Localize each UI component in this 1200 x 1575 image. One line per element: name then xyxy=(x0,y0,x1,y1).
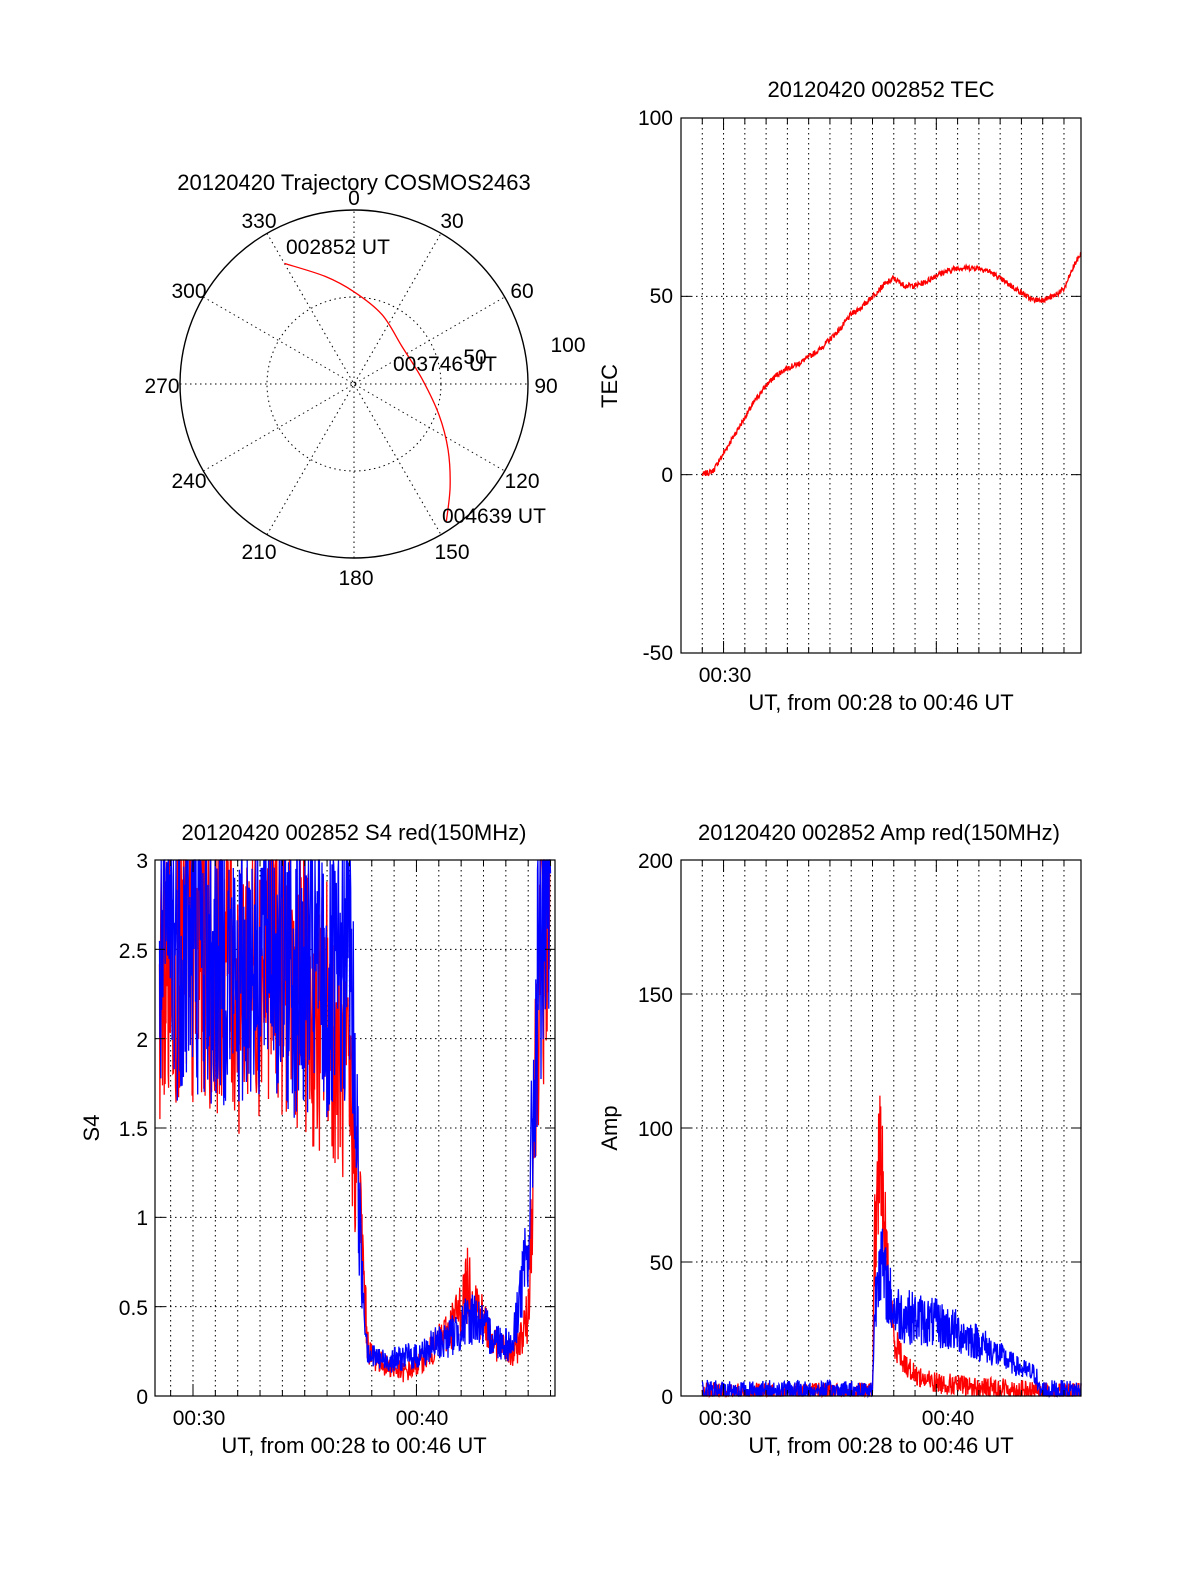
tec-axes-frame xyxy=(680,117,1082,654)
s4-tick-marks xyxy=(155,859,555,1397)
tec-xtick-0030: 00:30 xyxy=(699,664,752,687)
s4-ytick-2.5: 2.5 xyxy=(119,940,148,963)
angle-label-300: 300 xyxy=(171,280,206,303)
trajectory-polar-plot: 20120420 Trajectory COSMOS2463 0 30 60 9… xyxy=(144,170,585,590)
amp-ytick-50: 50 xyxy=(650,1252,673,1275)
tec-ytick-0: 0 xyxy=(661,464,673,487)
amp-xlabel: UT, from 00:28 to 00:46 UT xyxy=(748,1433,1013,1458)
s4-xlabel: UT, from 00:28 to 00:46 UT xyxy=(221,1433,486,1458)
trajectory-title: 20120420 Trajectory COSMOS2463 xyxy=(177,170,530,195)
polar-spoke-30 xyxy=(266,233,442,535)
radial-label-50: 50 xyxy=(463,346,486,369)
amp-title: 20120420 002852 Amp red(150MHz) xyxy=(698,820,1060,845)
amp-xtick-0040: 00:40 xyxy=(922,1407,975,1430)
amp-plot: 20120420 002852 Amp red(150MHz) 0 50 100… xyxy=(597,820,1082,1458)
angle-label-240: 240 xyxy=(171,470,206,493)
amp-ytick-0: 0 xyxy=(661,1386,673,1409)
s4-ytick-0.5: 0.5 xyxy=(119,1297,148,1320)
tec-ytick-neg50: -50 xyxy=(643,642,673,665)
angle-label-120: 120 xyxy=(504,470,539,493)
angle-label-30: 30 xyxy=(440,210,463,233)
tec-ylabel: TEC xyxy=(597,364,622,408)
amp-ytick-100: 100 xyxy=(638,1118,673,1141)
s4-ytick-0: 0 xyxy=(136,1386,148,1409)
tec-xlabel: UT, from 00:28 to 00:46 UT xyxy=(748,690,1013,715)
s4-xtick-0030: 00:30 xyxy=(173,1407,226,1430)
angle-label-90: 90 xyxy=(534,375,557,398)
s4-blue-series-line xyxy=(158,859,552,1373)
tec-grid xyxy=(681,118,1081,653)
trajectory-line xyxy=(284,262,451,522)
angle-label-150: 150 xyxy=(434,541,469,564)
angle-label-210: 210 xyxy=(241,541,276,564)
trajectory-end-time: 004639 UT xyxy=(442,505,546,528)
polar-grid xyxy=(179,209,529,559)
tec-tick-marks xyxy=(681,117,1081,654)
s4-xtick-0040: 00:40 xyxy=(396,1407,449,1430)
tec-title: 20120420 002852 TEC xyxy=(767,77,994,102)
tec-series-line xyxy=(701,252,1082,477)
s4-ytick-1: 1 xyxy=(136,1207,148,1230)
amp-ytick-200: 200 xyxy=(638,850,673,873)
polar-angle-labels: 0 30 60 90 120 150 180 210 240 270 300 3… xyxy=(144,187,557,590)
polar-spoke-150 xyxy=(266,233,442,535)
amp-tick-marks xyxy=(681,859,1081,1397)
polar-spoke-60 xyxy=(203,296,505,472)
tec-ytick-100: 100 xyxy=(638,107,673,130)
tec-plot: 20120420 002852 TEC -50 0 50 100 00:30 U… xyxy=(597,77,1082,715)
angle-label-60: 60 xyxy=(510,280,533,303)
polar-spoke-120 xyxy=(203,296,505,472)
s4-ytick-3: 3 xyxy=(136,850,148,873)
polar-inner-circle xyxy=(266,296,442,472)
amp-blue-series-line xyxy=(701,1228,1082,1399)
angle-label-0: 0 xyxy=(348,187,360,210)
trajectory-mid-time: 003746 UT xyxy=(393,353,497,376)
amp-ylabel: Amp xyxy=(597,1105,622,1150)
amp-xtick-0030: 00:30 xyxy=(699,1407,752,1430)
angle-label-270: 270 xyxy=(144,375,179,398)
s4-title: 20120420 002852 S4 red(150MHz) xyxy=(182,820,527,845)
s4-ylabel: S4 xyxy=(79,1115,104,1142)
tec-ytick-50: 50 xyxy=(650,285,673,308)
amp-ytick-150: 150 xyxy=(638,984,673,1007)
s4-plot: 20120420 002852 S4 red(150MHz) 0 0.5 1 1… xyxy=(79,820,556,1458)
amp-red-series-line xyxy=(701,1095,1082,1399)
radial-label-100: 100 xyxy=(550,334,585,357)
angle-label-330: 330 xyxy=(241,210,276,233)
angle-label-180: 180 xyxy=(338,567,373,590)
s4-ytick-1.5: 1.5 xyxy=(119,1118,148,1141)
trajectory-start-time: 002852 UT xyxy=(286,236,390,259)
s4-ytick-2: 2 xyxy=(136,1029,148,1052)
